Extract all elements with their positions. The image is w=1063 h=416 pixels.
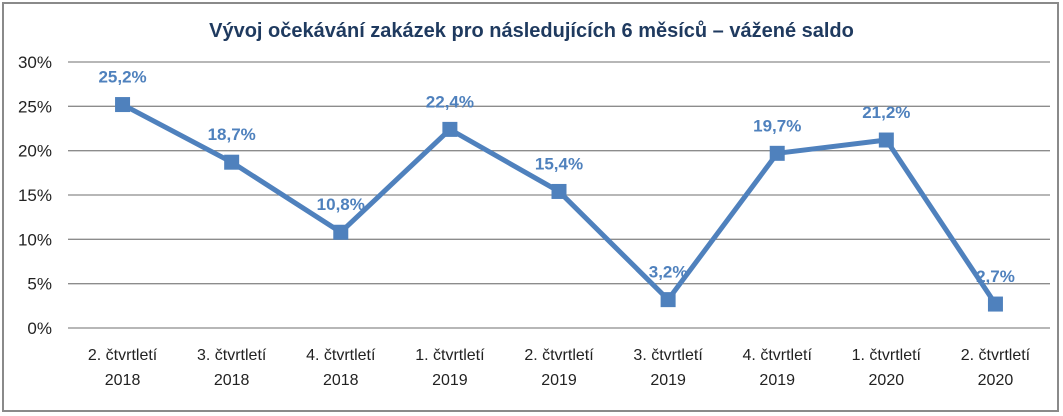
x-tick-label: 1. čtvrtletí — [415, 347, 485, 364]
data-point-marker — [115, 97, 131, 113]
y-tick-label: 5% — [27, 275, 52, 294]
data-label: 3,2% — [649, 263, 688, 282]
x-tick-label: 2. čtvrtletí — [88, 347, 158, 364]
series-line — [115, 97, 1003, 312]
y-tick-label: 15% — [18, 186, 52, 205]
data-label: 25,2% — [98, 68, 146, 87]
x-tick-label: 2. čtvrtletí — [524, 347, 594, 364]
x-tick-label-year: 2019 — [432, 372, 468, 389]
data-label: 19,7% — [753, 116, 801, 135]
x-tick-label-year: 2018 — [105, 372, 141, 389]
x-tick-label-year: 2018 — [214, 372, 250, 389]
data-labels: 25,2% 18,7% 10,8% 22,4% 15,4% 3,2% 19,7% 21,2% 2… — [98, 68, 1014, 287]
data-point-marker — [987, 296, 1003, 312]
x-tick-label: 4. čtvrtletí — [743, 347, 813, 364]
x-tick-label: 2. čtvrtletí — [961, 347, 1031, 364]
data-label: 21,2% — [862, 103, 910, 122]
data-point-marker — [660, 292, 676, 308]
data-label: 22,4% — [426, 92, 474, 111]
x-tick-label-year: 2020 — [978, 372, 1014, 389]
data-point-marker — [224, 154, 240, 170]
x-tick-label-year: 2020 — [869, 372, 905, 389]
data-point-marker — [442, 121, 458, 137]
data-point-marker — [333, 224, 349, 240]
data-point-marker — [878, 132, 894, 148]
x-axis-ticks: 2. čtvrtletí 2018 3. čtvrtletí 2018 4. čtvrt… — [88, 347, 1031, 389]
data-label: 18,7% — [208, 125, 256, 144]
y-tick-label: 30% — [18, 53, 52, 72]
x-tick-label-year: 2019 — [759, 372, 795, 389]
data-point-marker — [551, 183, 567, 199]
x-tick-label-year: 2018 — [323, 372, 359, 389]
y-tick-label: 0% — [27, 319, 52, 338]
y-axis-ticks: 0% 5% 10% 15% 20% 25% 30% — [18, 53, 52, 338]
x-tick-label: 3. čtvrtletí — [197, 347, 267, 364]
x-tick-label: 4. čtvrtletí — [306, 347, 376, 364]
gridlines — [68, 61, 1050, 329]
y-tick-label: 10% — [18, 230, 52, 249]
y-tick-label: 25% — [18, 97, 52, 116]
data-label: 15,4% — [535, 154, 583, 173]
data-label: 10,8% — [317, 195, 365, 214]
chart-title: Vývoj očekávání zakázek pro následujícíc… — [209, 20, 854, 42]
y-tick-label: 20% — [18, 142, 52, 161]
data-point-marker — [769, 145, 785, 161]
x-tick-label: 3. čtvrtletí — [633, 347, 703, 364]
x-tick-label-year: 2019 — [650, 372, 686, 389]
x-tick-label: 1. čtvrtletí — [852, 347, 922, 364]
data-label: 2,7% — [976, 267, 1015, 286]
x-tick-label-year: 2019 — [541, 372, 577, 389]
